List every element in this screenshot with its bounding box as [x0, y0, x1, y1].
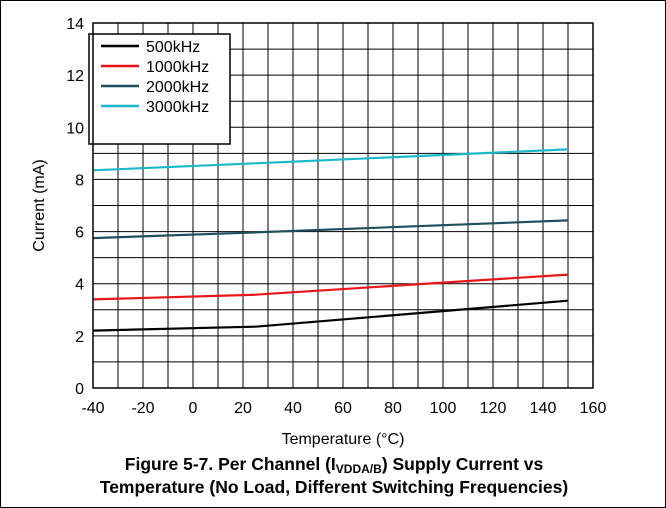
- x-tick-label: 0: [189, 400, 198, 417]
- x-tick-label: 160: [580, 400, 607, 417]
- legend-label: 2000kHz: [146, 79, 209, 96]
- series-line-2000kHz: [92, 219, 569, 240]
- caption-suffix: ) Supply Current vs: [381, 454, 544, 474]
- line-chart: -40 -20 0 20 40 60 80 100 120 140 160 0 2 4 6 8 10 12 14 5…: [31, 16, 606, 448]
- legend-label: 500kHz: [146, 39, 200, 56]
- caption-line-1: Figure 5-7. Per Channel (IVDDA/B) Supply…: [1, 453, 666, 476]
- x-tick-label: 100: [430, 400, 457, 417]
- x-tick-label: -40: [81, 400, 104, 417]
- x-tick-label: -20: [131, 400, 154, 417]
- y-tick-label: 12: [66, 68, 84, 85]
- caption-subscript: VDDA/B: [335, 462, 382, 476]
- x-axis-label: Temperature (°C): [282, 431, 405, 448]
- legend-label: 1000kHz: [146, 59, 209, 76]
- plot-border: [92, 22, 594, 389]
- y-tick-label: 0: [75, 381, 84, 398]
- series-lines: [92, 148, 569, 332]
- x-tick-label: 140: [530, 400, 557, 417]
- y-tick-label: 6: [75, 225, 84, 242]
- tick-labels: -40 -20 0 20 40 60 80 100 120 140 160 0 2 4 6 8 10 12 14: [66, 16, 606, 417]
- y-tick-label: 4: [75, 277, 84, 294]
- caption-prefix: Figure 5-7. Per Channel (I: [124, 454, 336, 474]
- legend-label: 3000kHz: [146, 99, 209, 116]
- series-line-500kHz: [92, 299, 569, 332]
- x-tick-label: 40: [284, 400, 302, 417]
- x-tick-label: 80: [384, 400, 402, 417]
- figure-caption: Figure 5-7. Per Channel (IVDDA/B) Supply…: [1, 453, 666, 499]
- caption-line-2: Temperature (No Load, Different Switchin…: [99, 477, 569, 497]
- y-axis-label: Current (mA): [31, 159, 48, 251]
- series-line-1000kHz: [92, 273, 569, 301]
- y-tick-label: 2: [75, 329, 84, 346]
- x-tick-label: 120: [480, 400, 507, 417]
- legend-box: [88, 33, 231, 145]
- x-tick-label: 60: [334, 400, 352, 417]
- y-tick-label: 8: [75, 172, 84, 189]
- legend: 500kHz 1000kHz 2000kHz 3000kHz: [88, 33, 231, 145]
- y-tick-label: 14: [66, 16, 84, 33]
- y-tick-label: 10: [66, 120, 84, 137]
- series-line-3000kHz: [92, 148, 569, 172]
- grid-lines: [93, 23, 593, 388]
- x-tick-label: 20: [234, 400, 252, 417]
